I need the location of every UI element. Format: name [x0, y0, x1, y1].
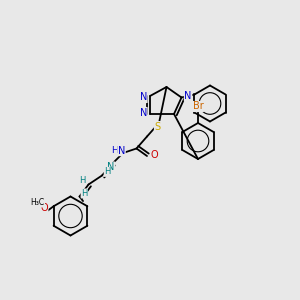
Text: H: H: [81, 189, 88, 198]
Text: H: H: [111, 146, 118, 155]
Text: N: N: [184, 91, 192, 101]
Text: H: H: [79, 176, 86, 185]
Text: O: O: [40, 203, 48, 213]
Text: Br: Br: [193, 101, 203, 112]
Text: H: H: [104, 167, 111, 176]
Text: N: N: [118, 146, 125, 156]
Text: N: N: [140, 107, 147, 118]
Text: O: O: [151, 150, 158, 160]
Text: H₃C: H₃C: [30, 198, 45, 207]
Text: N: N: [107, 162, 115, 172]
Text: S: S: [154, 122, 160, 132]
Text: N: N: [140, 92, 147, 103]
